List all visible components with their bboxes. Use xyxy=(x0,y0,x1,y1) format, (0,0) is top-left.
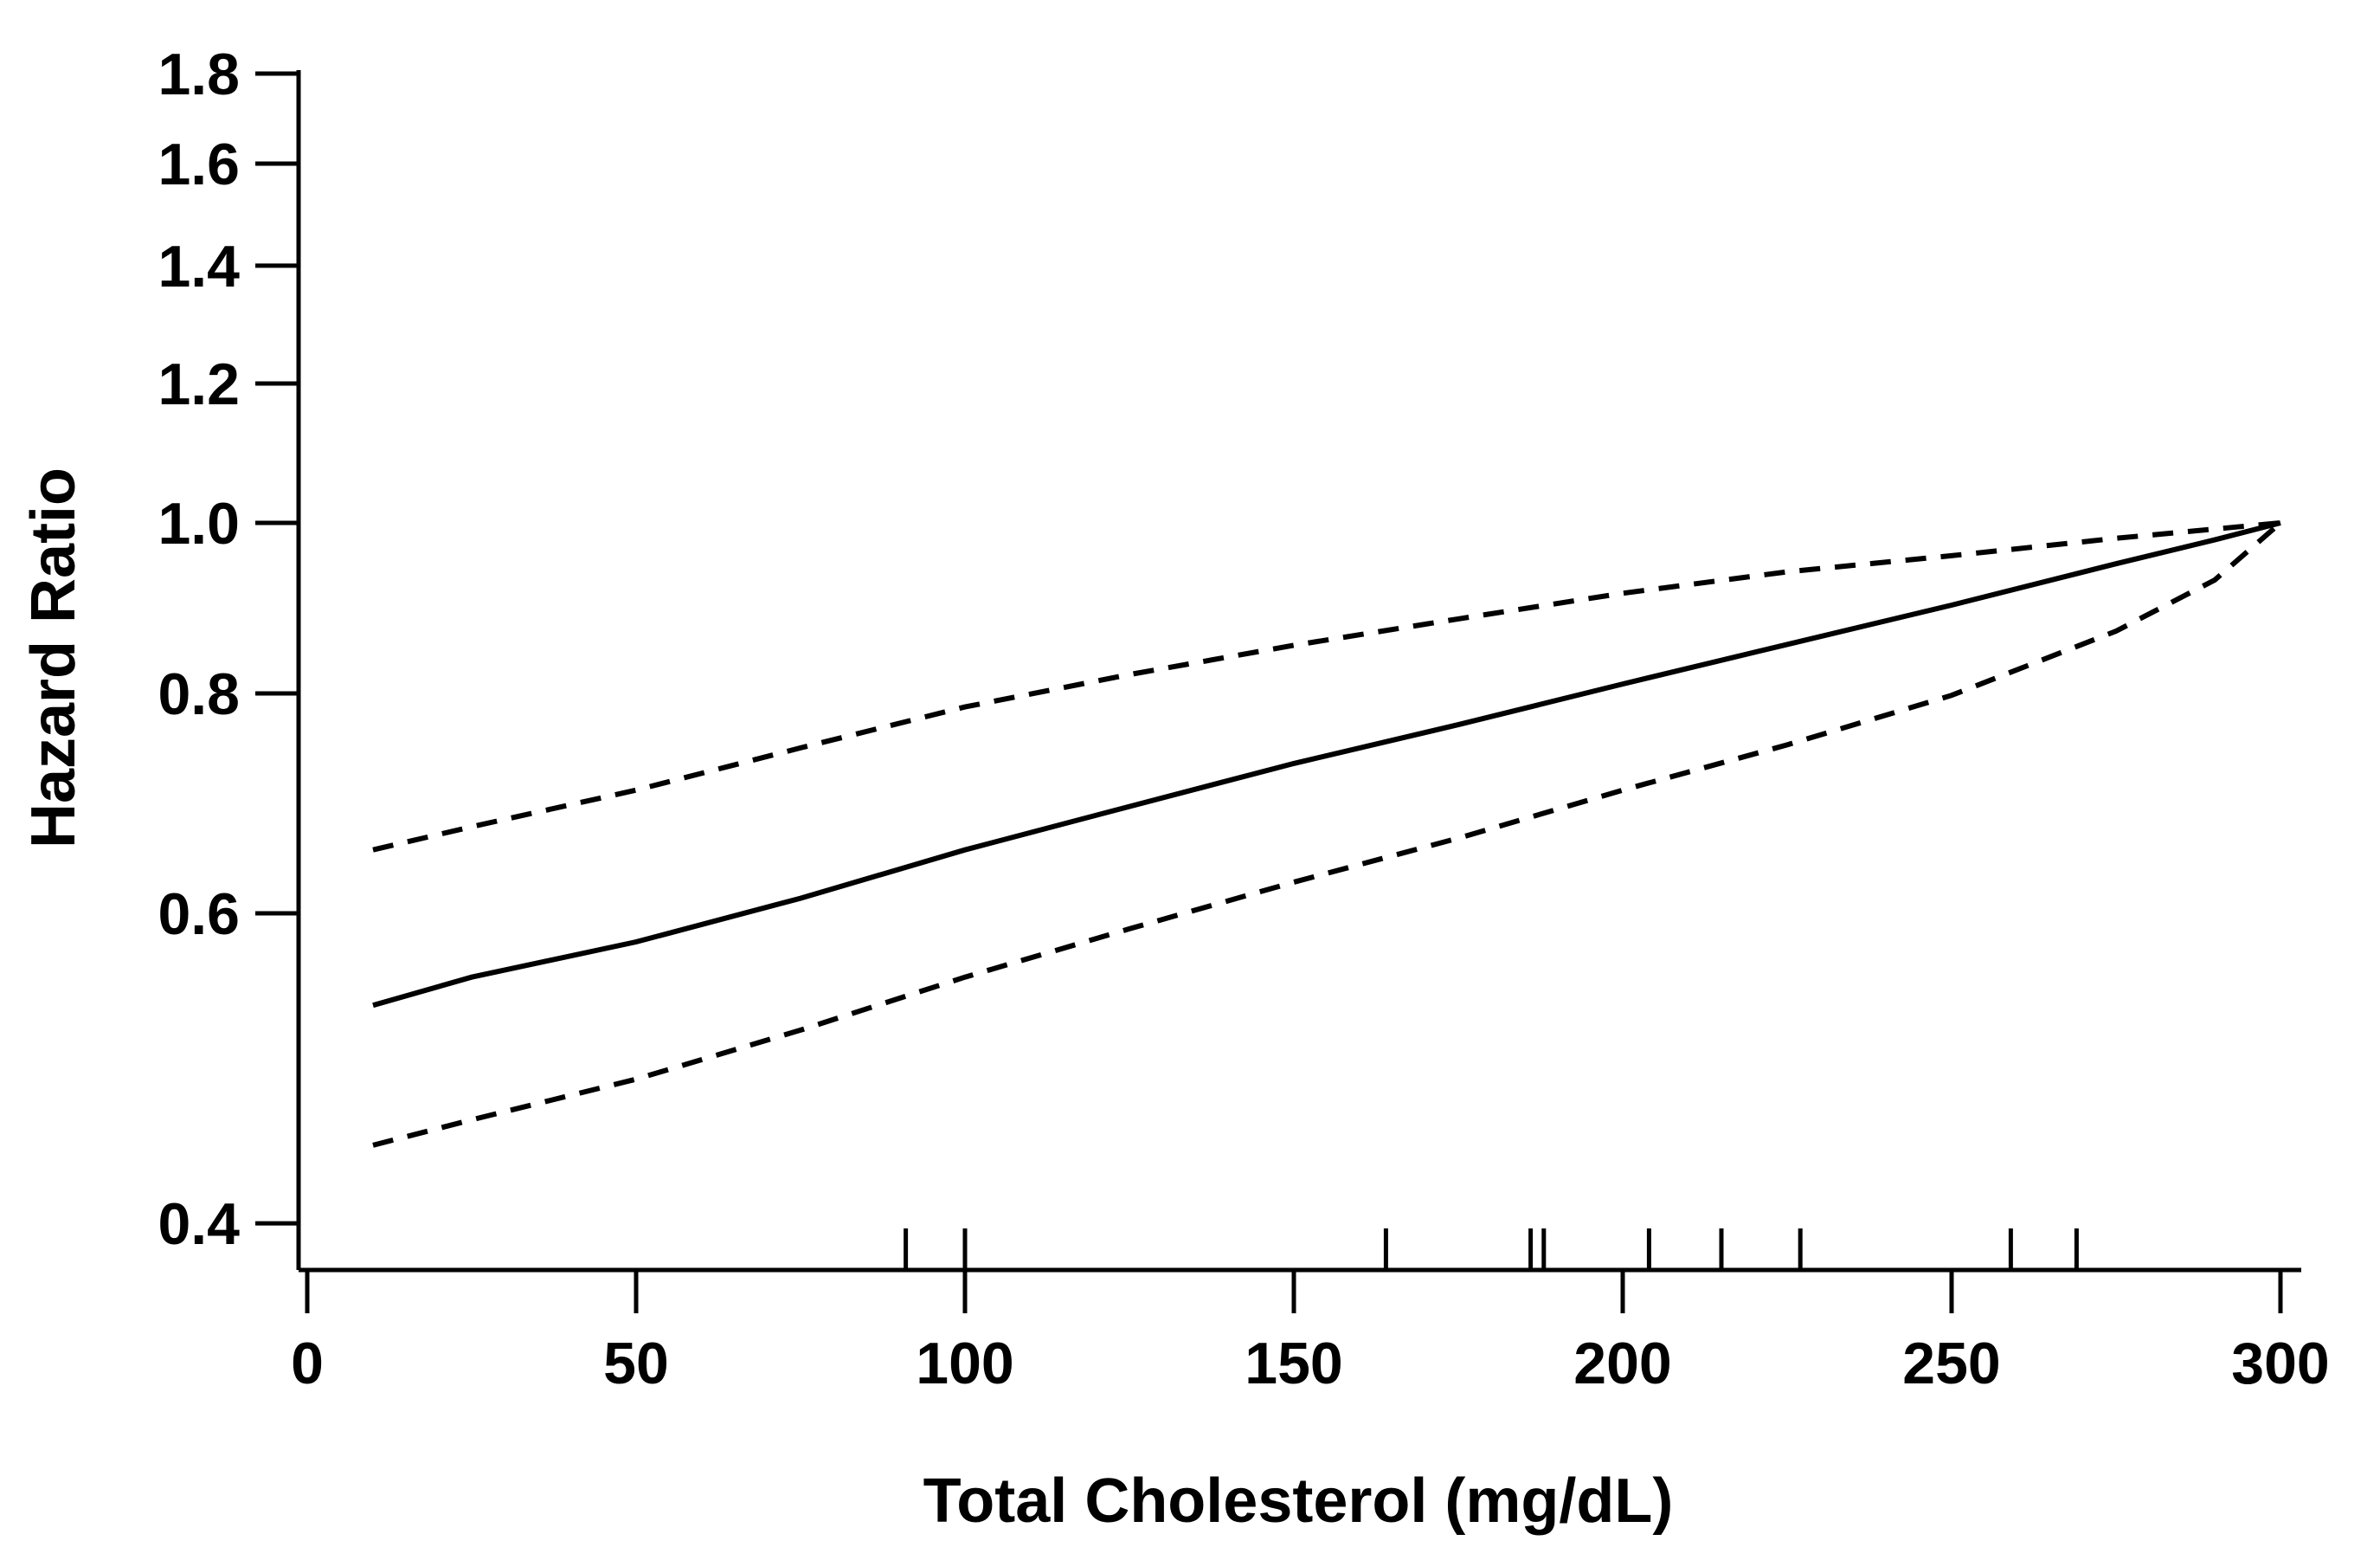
y-tick-label: 0.4 xyxy=(158,1191,240,1257)
x-tick-label: 100 xyxy=(916,1331,1013,1396)
estimate-line xyxy=(372,520,2281,1009)
rug-marks xyxy=(904,1228,2079,1270)
y-tick-label: 1.6 xyxy=(158,132,240,197)
y-tick-label: 1.8 xyxy=(158,42,240,107)
x-tick-label: 250 xyxy=(1902,1331,2000,1396)
y-tick-label: 0.6 xyxy=(158,881,240,947)
x-tick-label: 0 xyxy=(291,1331,324,1396)
x-tick-label: 300 xyxy=(2231,1331,2329,1396)
x-tick-label: 50 xyxy=(603,1331,669,1396)
curves xyxy=(372,520,2282,1148)
y-tick-label: 1.4 xyxy=(158,234,240,300)
x-tick-label: 200 xyxy=(1573,1331,1671,1396)
x-axis-title: Total Cholesterol (mg/dL) xyxy=(923,1467,1674,1536)
y-tick-label: 1.0 xyxy=(158,491,240,557)
y-tick-label: 1.2 xyxy=(158,351,240,417)
lower-95-ci-line xyxy=(372,520,2282,1148)
y-axis-title: Hazard Ratio xyxy=(19,467,88,848)
axes: 0.4 0.6 0.8 1.0 1.2 1.4 1.6 1.8 0 50 100 150 200 250 3… xyxy=(158,42,2329,1396)
x-tick-label: 150 xyxy=(1245,1331,1342,1396)
y-tick-label: 0.8 xyxy=(158,661,240,727)
upper-95-ci-line xyxy=(372,520,2281,853)
